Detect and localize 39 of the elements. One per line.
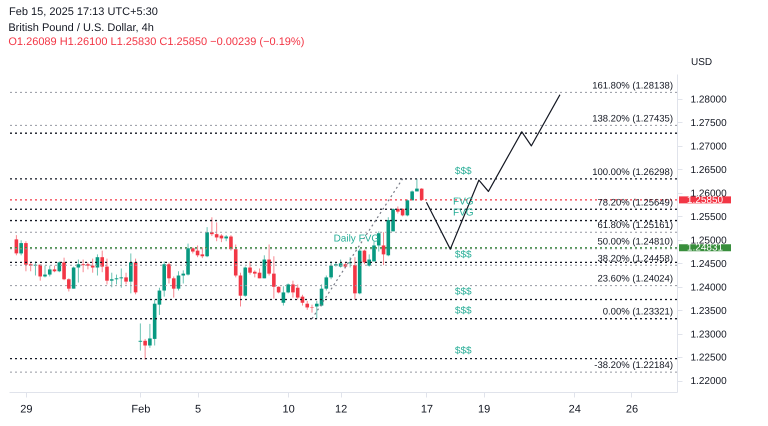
y-tick-label: 1.24000 xyxy=(690,282,728,294)
x-tick-label: 26 xyxy=(626,404,638,416)
chart-subtitle: O1.26089 H1.26100 L1.25830 C1.25850 −0.00239 (−0.19%) xyxy=(8,36,304,48)
ref-line-label: 38.20% (1.24458) xyxy=(597,253,673,264)
y-tick-label: 1.27000 xyxy=(690,141,728,152)
ref-line-label: 100.00% (1.26298) xyxy=(592,166,673,178)
ref-line-label: 78.20% (1.25649) xyxy=(597,197,673,208)
y-tick-label: 1.26500 xyxy=(690,164,728,176)
y-tick-label: 1.25500 xyxy=(690,212,728,223)
y-tick-label: 1.23000 xyxy=(690,329,728,340)
x-tick-label: 5 xyxy=(195,404,202,416)
y-tick-label: 1.24500 xyxy=(690,258,728,270)
y-axis-title: USD xyxy=(691,57,712,68)
y-tick-label: 1.27500 xyxy=(690,118,728,129)
y-tick-label: 1.22500 xyxy=(690,352,728,364)
x-tick-label: 12 xyxy=(334,404,348,416)
ref-line-label: -38.20% (1.22184) xyxy=(594,360,673,372)
ref-line-label: 0.00% (1.23321) xyxy=(602,306,673,318)
ref-line-label: $$$ xyxy=(454,249,472,260)
x-tick-label: 17 xyxy=(420,404,434,416)
x-tick-label: 24 xyxy=(568,404,581,416)
ref-line-label: $$$ xyxy=(454,166,472,177)
x-tick-label: 10 xyxy=(282,404,295,416)
y-tick-label: 1.22000 xyxy=(690,376,728,388)
ref-line-label: $$$ xyxy=(454,306,472,317)
ref-line-label: 61.80% (1.25161) xyxy=(597,220,673,232)
ref-line-label: 23.60% (1.24024) xyxy=(597,274,673,285)
text: Feb 15, 2025 17:13 UTC+5:30 xyxy=(9,6,158,18)
chart-title: British Pound / U.S. Dollar, 4h xyxy=(8,22,154,34)
x-tick-label: 19 xyxy=(478,404,490,416)
ref-line-label: 161.80% (1.28138) xyxy=(592,80,673,92)
y-tick-label: 1.23500 xyxy=(690,306,728,317)
ref-line-label: 138.20% (1.27435) xyxy=(592,113,673,124)
x-tick-label: 29 xyxy=(20,404,33,416)
ref-line-label: $$$ xyxy=(454,286,472,298)
y-tick-label: 1.28000 xyxy=(690,94,728,106)
ref-line-label: $$$ xyxy=(454,346,472,357)
x-tick-label: Feb xyxy=(131,404,150,416)
ref-line-label: 50.00% (1.24810) xyxy=(597,236,673,248)
